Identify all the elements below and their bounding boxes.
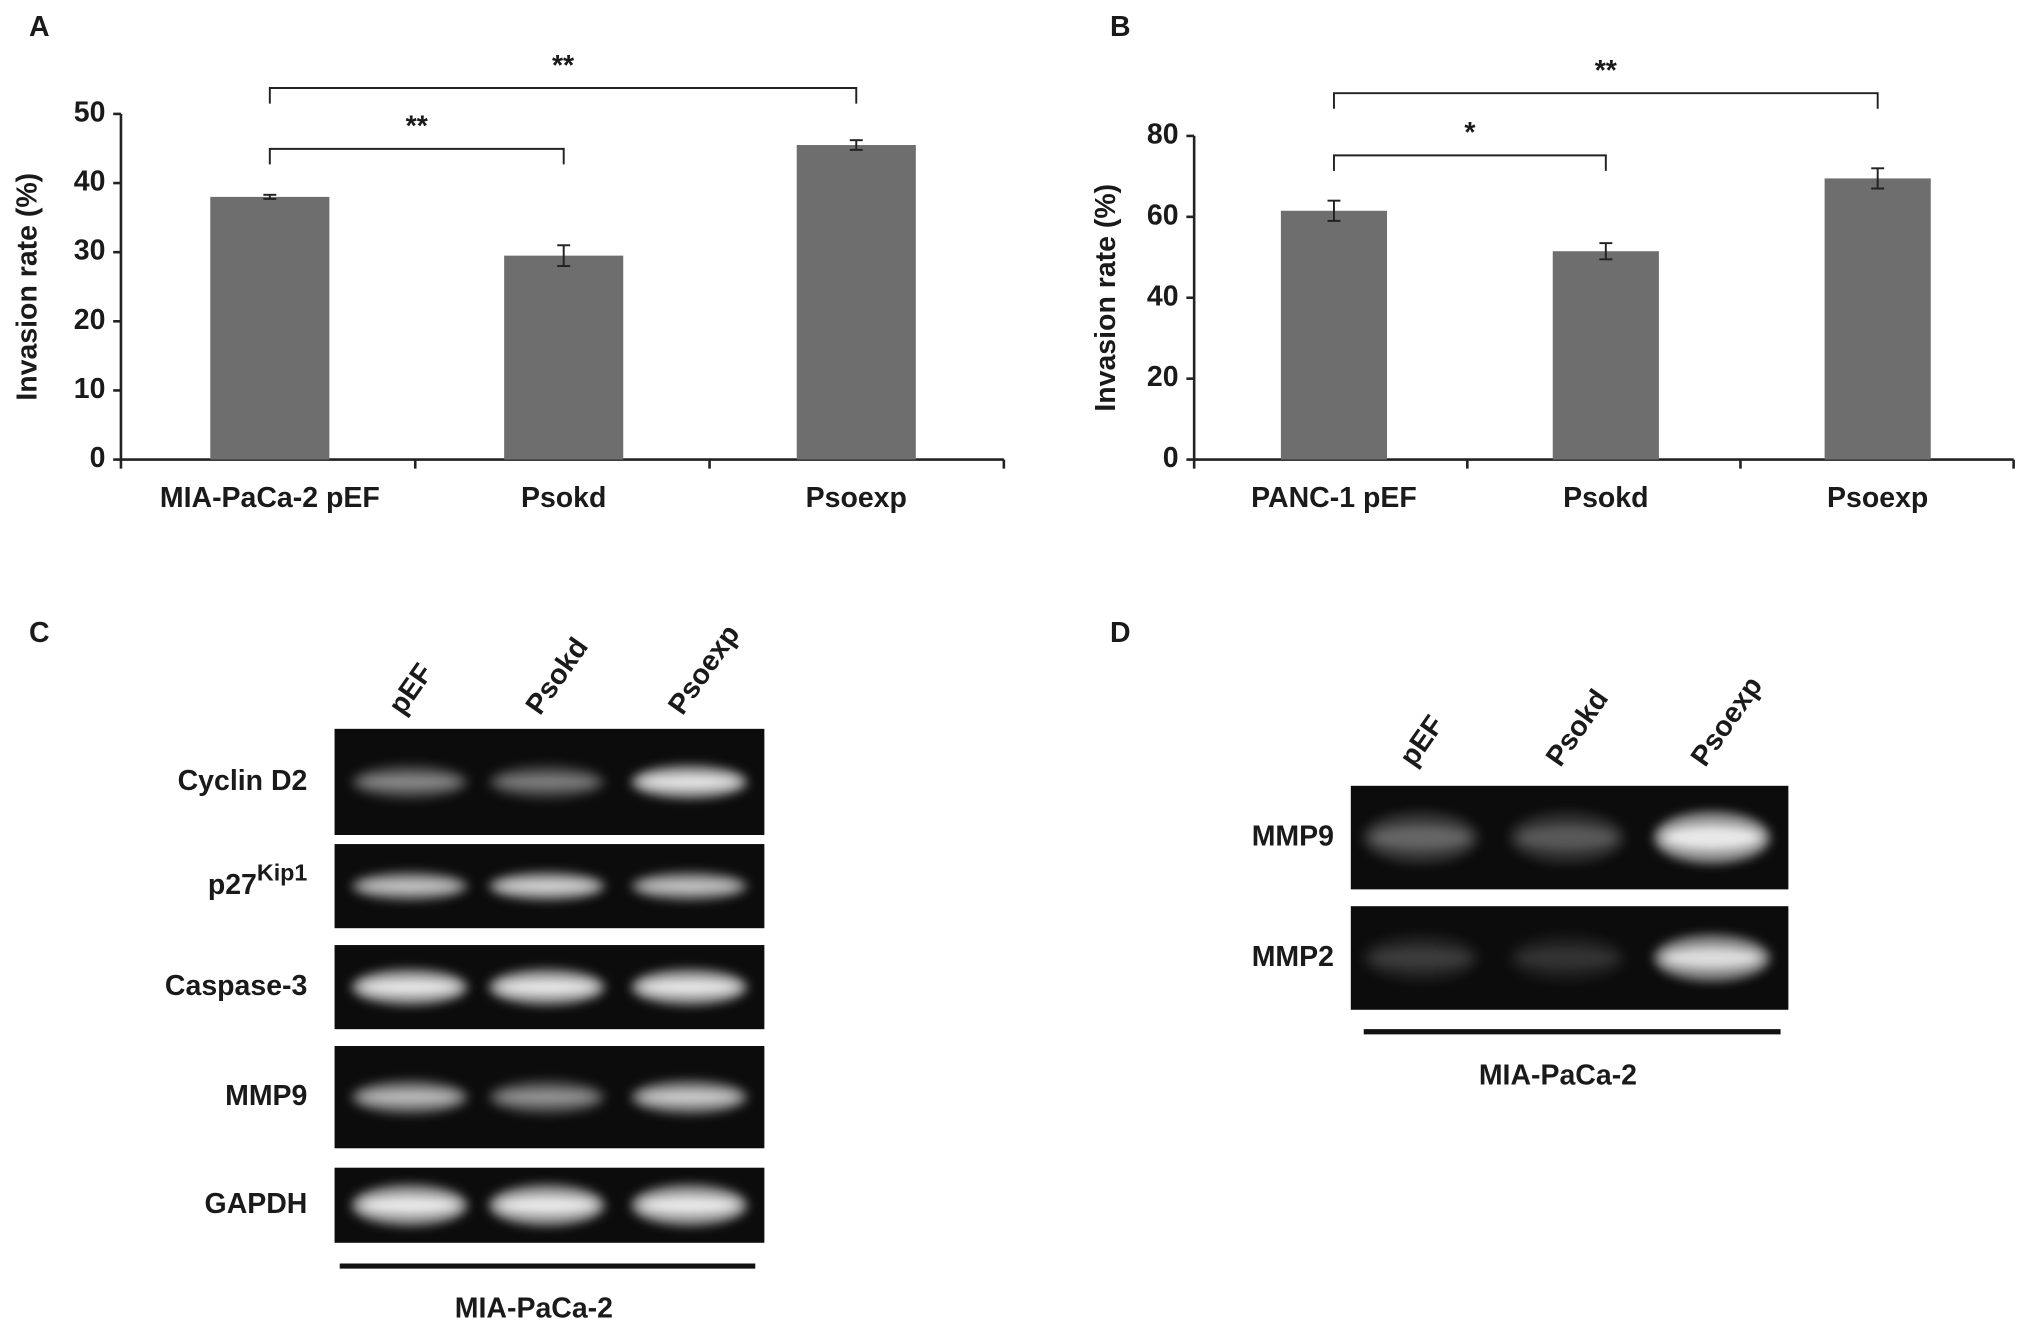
row-label: p27Kip1 <box>208 860 308 901</box>
y-tick-label: 0 <box>1163 442 1179 474</box>
y-tick-label: 0 <box>90 442 106 474</box>
band <box>1371 947 1470 969</box>
band <box>640 1195 739 1215</box>
band <box>640 774 739 789</box>
row-label: MMP9 <box>225 1080 307 1112</box>
significance-bracket <box>268 147 565 165</box>
row-label-text: Cyclin D2 <box>178 764 308 796</box>
x-tick-label: Psokd <box>521 482 606 514</box>
error-bar <box>1327 199 1341 222</box>
band <box>1371 825 1470 851</box>
y-tick-label: 40 <box>1147 280 1179 312</box>
bar <box>504 255 624 460</box>
bar <box>1824 178 1931 460</box>
significance-label: * <box>1464 117 1476 149</box>
significance-label: ** <box>406 111 429 143</box>
error-bar <box>1871 167 1885 190</box>
row-label-text: MMP9 <box>1252 820 1334 852</box>
y-tick-label: 10 <box>74 373 106 405</box>
bar <box>210 196 330 460</box>
y-tick-label: 60 <box>1147 199 1179 231</box>
band <box>640 1090 739 1105</box>
panel-letter: D <box>1110 617 1131 649</box>
row-label: MMP9 <box>1252 820 1334 852</box>
row-label-text: GAPDH <box>205 1188 308 1220</box>
lane-label: Psoexp <box>662 619 746 720</box>
significance-label: ** <box>1595 55 1618 87</box>
band <box>360 774 459 789</box>
y-tick-label: 80 <box>1147 118 1179 150</box>
y-tick-label: 40 <box>74 166 106 198</box>
x-tick-label: Psoexp <box>1827 482 1928 514</box>
band <box>497 880 597 892</box>
band <box>1517 947 1617 969</box>
band <box>497 1090 597 1105</box>
band <box>360 1195 459 1215</box>
row-label: Cyclin D2 <box>178 764 308 796</box>
y-tick-label: 20 <box>1147 361 1179 393</box>
y-axis-label: Invasion rate (%) <box>12 173 44 401</box>
bar <box>1552 251 1659 460</box>
error-bar <box>1599 242 1613 261</box>
cell-line-label: MIA-PaCa-2 <box>455 1293 613 1325</box>
band <box>497 979 597 995</box>
band <box>640 880 739 892</box>
panel-letter: B <box>1110 11 1131 43</box>
band <box>497 1195 597 1215</box>
x-tick-label: Psokd <box>1563 482 1648 514</box>
panel-letter: C <box>29 617 50 649</box>
band <box>497 774 597 789</box>
row-label-text: MMP9 <box>225 1080 307 1112</box>
lane-label: Psoexp <box>1685 671 1769 772</box>
y-axis-label: Invasion rate (%) <box>1090 184 1122 412</box>
row-label-sup: Kip1 <box>257 860 308 886</box>
significance-bracket <box>1332 92 1879 109</box>
band <box>1517 825 1617 851</box>
error-bar <box>557 244 571 267</box>
band <box>360 880 459 892</box>
row-label-text: MMP2 <box>1252 941 1334 973</box>
x-tick-label: PANC-1 pEF <box>1251 482 1417 514</box>
row-label: MMP2 <box>1252 941 1334 973</box>
y-tick-label: 20 <box>74 304 106 336</box>
lane-label: pEF <box>1393 710 1450 772</box>
y-tick-label: 30 <box>74 235 106 267</box>
significance-bracket <box>268 87 858 104</box>
band <box>1662 947 1762 969</box>
significance-label: ** <box>552 50 575 82</box>
row-label-text: p27 <box>208 869 257 901</box>
x-tick-label: Psoexp <box>806 482 907 514</box>
band <box>1662 825 1762 851</box>
lane-label: Psokd <box>520 632 595 720</box>
row-label: Caspase-3 <box>165 970 307 1002</box>
panel-letter: A <box>29 11 50 43</box>
cell-line-label: MIA-PaCa-2 <box>1479 1060 1637 1092</box>
row-label-text: Caspase-3 <box>165 970 307 1002</box>
band <box>360 979 459 995</box>
error-bar <box>263 193 277 200</box>
significance-bracket <box>1332 154 1607 171</box>
bar <box>1280 210 1388 460</box>
y-tick-label: 50 <box>74 96 106 128</box>
row-label: GAPDH <box>205 1188 308 1220</box>
x-tick-label: MIA-PaCa-2 pEF <box>160 482 380 514</box>
bar <box>796 145 916 460</box>
lane-label: Psokd <box>1540 684 1615 772</box>
band <box>640 979 739 995</box>
band <box>360 1090 459 1105</box>
lane-label: pEF <box>382 658 439 720</box>
error-bar <box>849 139 863 151</box>
